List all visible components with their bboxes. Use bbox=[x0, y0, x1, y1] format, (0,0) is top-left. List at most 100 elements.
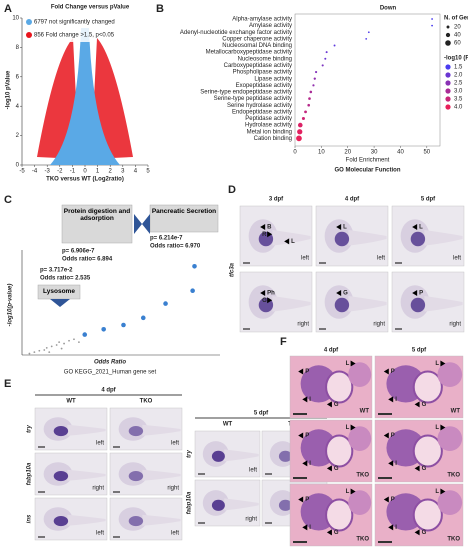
x-tick-label: 2 bbox=[109, 169, 113, 175]
stage-label: 5 dpf bbox=[254, 411, 269, 417]
legend-dot bbox=[445, 72, 451, 78]
legend-label: 1.5 bbox=[454, 65, 463, 71]
x-tick-label: 50 bbox=[423, 150, 430, 156]
column-label: WT bbox=[66, 399, 76, 405]
genotype-label: TKO bbox=[356, 537, 369, 543]
point bbox=[192, 263, 197, 269]
arrow-label: P bbox=[391, 433, 395, 439]
subtitle: GO Molecular Function bbox=[334, 168, 400, 174]
arrow bbox=[414, 465, 420, 472]
arrow bbox=[336, 224, 342, 230]
dot bbox=[309, 90, 313, 94]
point bbox=[45, 346, 48, 349]
arrow bbox=[260, 224, 266, 230]
stain bbox=[334, 231, 350, 247]
panel-letter: A bbox=[4, 3, 12, 15]
legend-dot bbox=[445, 104, 451, 110]
arrow bbox=[284, 238, 290, 245]
stain bbox=[53, 471, 69, 482]
annotation: Odds ratio= 6.894 bbox=[62, 257, 113, 263]
arrow-label: L bbox=[343, 225, 347, 231]
term-label: Peptidase activity bbox=[245, 116, 292, 122]
point bbox=[190, 288, 195, 294]
gene-label: fabp10a bbox=[187, 491, 193, 514]
arrow-label: I bbox=[395, 525, 397, 531]
larva-tail bbox=[348, 296, 387, 312]
term-label: Metallocarboxypeptidase activity bbox=[206, 50, 292, 56]
point bbox=[48, 351, 51, 354]
larva-tail bbox=[272, 230, 311, 246]
arrow-label: G bbox=[343, 291, 348, 297]
term-box-label: Pancreatic Secretion bbox=[151, 208, 217, 215]
legend-box bbox=[24, 16, 92, 42]
x-tick-label: 10 bbox=[318, 150, 325, 156]
scale-bar bbox=[293, 541, 307, 543]
dot bbox=[367, 31, 370, 34]
term-label: Adenyl-nucleotide exchange factor activi… bbox=[180, 30, 292, 36]
view-label: left bbox=[249, 468, 257, 474]
arrow bbox=[302, 460, 308, 467]
view-label: left bbox=[96, 531, 104, 537]
scale-bar bbox=[293, 413, 307, 415]
point bbox=[38, 349, 41, 352]
arrow-label: I bbox=[395, 461, 397, 467]
y-axis-label: -log10(p-value) bbox=[8, 284, 14, 327]
arrow bbox=[388, 396, 394, 403]
legend-label: 3.0 bbox=[454, 89, 463, 95]
annotation: p= 3.717e-2 bbox=[40, 268, 73, 274]
term-label: Carboxypeptidase activity bbox=[224, 63, 292, 69]
arrow-label: L bbox=[346, 361, 350, 367]
dot bbox=[314, 70, 318, 74]
arrow bbox=[414, 529, 420, 536]
x-tick-label: 0 bbox=[293, 150, 297, 156]
term-label: Alpha-amylase activity bbox=[232, 17, 292, 23]
arrow bbox=[383, 496, 389, 503]
arrow-label: G bbox=[334, 530, 339, 536]
arrow bbox=[440, 360, 446, 367]
x-tick-label: 4 bbox=[134, 169, 138, 175]
arrow bbox=[302, 524, 308, 531]
arrow-label: L bbox=[435, 361, 439, 367]
larva-tail bbox=[224, 498, 259, 511]
legend-label: 2.0 bbox=[454, 73, 463, 79]
arrow-label: L bbox=[291, 239, 295, 245]
liver bbox=[437, 362, 463, 387]
dot bbox=[365, 38, 368, 40]
dot bbox=[297, 122, 303, 128]
point bbox=[78, 341, 80, 344]
gene-label: fabp10a bbox=[27, 462, 33, 485]
arrow bbox=[326, 529, 332, 536]
panel-letter: F bbox=[280, 336, 287, 348]
column-label: 5 dpf bbox=[412, 348, 427, 354]
x-tick-label: -4 bbox=[32, 169, 38, 175]
gene-label: ins bbox=[27, 514, 33, 523]
view-label: left bbox=[171, 441, 179, 447]
arrow-label: Ph bbox=[267, 291, 275, 297]
stain bbox=[53, 516, 69, 527]
term-box-label: Protein digestion and adsorption bbox=[63, 208, 131, 223]
point bbox=[58, 341, 61, 344]
panel-letter: C bbox=[4, 194, 12, 206]
arrow bbox=[440, 488, 446, 495]
dot bbox=[321, 64, 324, 67]
x-axis-label: Fold Enrichment bbox=[346, 158, 390, 164]
liver bbox=[437, 490, 463, 515]
term-box-text: Pancreatic Secretion bbox=[151, 208, 217, 215]
point bbox=[50, 345, 53, 348]
x-tick-label: 3 bbox=[121, 169, 125, 175]
x-tick-label: 0 bbox=[83, 169, 87, 175]
arrow bbox=[440, 424, 446, 431]
gut bbox=[412, 498, 443, 532]
x-axis-label: TKO versus WT (Log2ratio) bbox=[46, 177, 124, 183]
larva-tail bbox=[348, 230, 387, 246]
arrow-label: P bbox=[391, 369, 395, 375]
legend-dot bbox=[26, 32, 32, 38]
legend-dot bbox=[445, 80, 451, 86]
y-tick-label: 10 bbox=[12, 16, 19, 22]
arrow bbox=[267, 297, 273, 304]
point bbox=[82, 332, 88, 337]
y-tick-label: 0 bbox=[16, 163, 20, 169]
column-label: TKO bbox=[140, 399, 153, 405]
subtitle: GO KEGG_2021_Human gene set bbox=[64, 370, 157, 376]
